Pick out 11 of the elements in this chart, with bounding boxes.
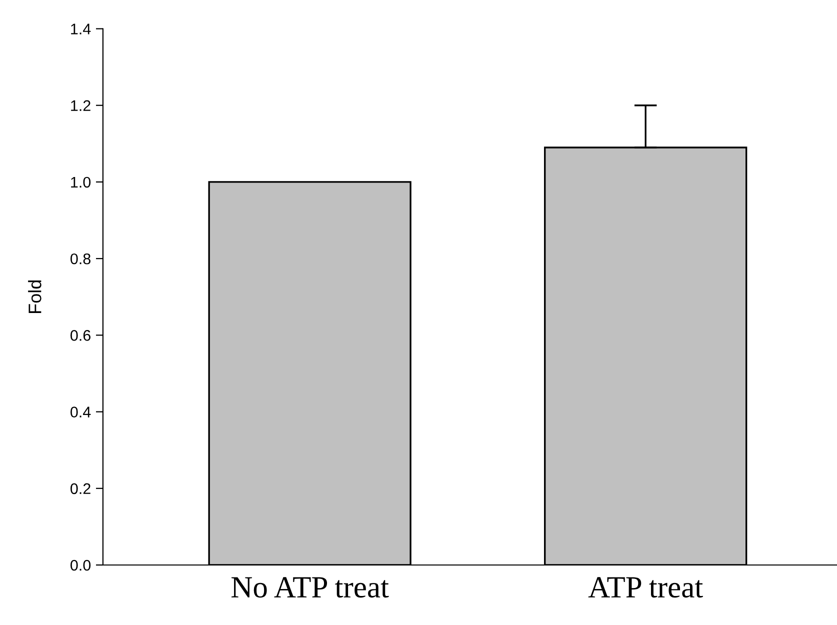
text: 1.0 <box>71 176 91 188</box>
y-axis-title: Fold <box>28 280 42 313</box>
text: 0.0 <box>70 560 91 571</box>
y-tick-label: 1.4 <box>71 24 91 34</box>
y-tick-label: 0.4 <box>70 406 91 418</box>
x-tick-label: No ATP treat <box>231 577 389 598</box>
y-tick-label: 0.6 <box>70 330 90 341</box>
y-tick-label: 0.2 <box>70 483 90 494</box>
y-tick-label: 0.8 <box>70 253 90 264</box>
y-tick-label: 1.2 <box>71 100 90 111</box>
x-tick-label: ATP treat <box>588 577 703 598</box>
